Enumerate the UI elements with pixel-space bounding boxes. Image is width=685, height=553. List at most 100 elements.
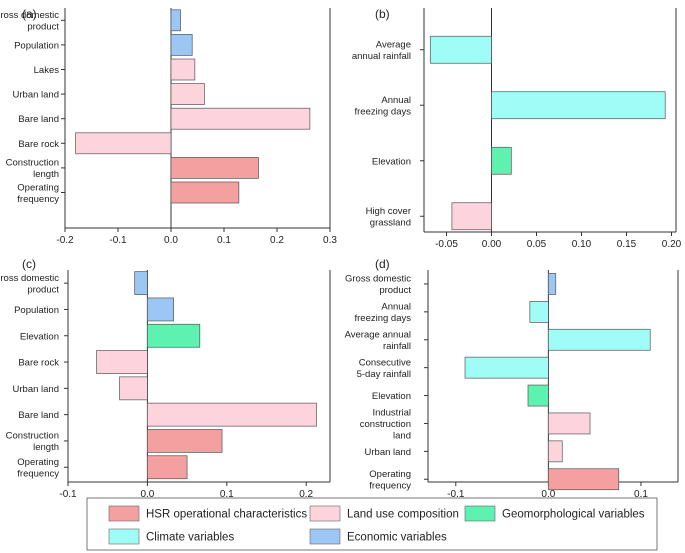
category-label: Average annual rainfall [345, 330, 411, 353]
panel-letter: (d) [375, 257, 390, 271]
x-tick-label: 0.1 [220, 489, 234, 500]
legend-swatch-geo [464, 505, 496, 522]
category-label: Operating frequency [17, 182, 59, 205]
category-label: Elevation [372, 156, 411, 167]
category-label-line: Elevation [372, 391, 411, 402]
category-label-line: Operating [369, 469, 411, 480]
legend: HSR operational characteristics Land use… [86, 497, 658, 551]
bar [527, 384, 549, 407]
legend-label-climate: Climate variables [146, 532, 234, 544]
bar [75, 132, 172, 155]
x-tick-label: 0.2 [270, 235, 284, 246]
category-label-line: Urban land [365, 447, 411, 458]
category-label-line: frequency [17, 469, 59, 480]
bar [147, 402, 317, 427]
panel-3: (d) -0.1 0.0 0.1 Gross domestic product Annual… [345, 257, 679, 500]
category-label-line: Elevation [20, 331, 59, 342]
bar [134, 271, 148, 295]
category-label: Bare land [18, 114, 59, 125]
x-tick-label: -0.2 [56, 235, 74, 246]
category-label: Industrial construction land [360, 407, 411, 441]
bar [451, 202, 492, 231]
category-label: Population [14, 40, 59, 51]
category-label-line: Bare land [18, 114, 59, 125]
category-label-line: Population [14, 305, 59, 316]
bar [170, 157, 259, 179]
category-label-line: freezing days [354, 313, 411, 324]
x-tick-label: 0.0 [541, 489, 555, 500]
bar [548, 328, 651, 351]
category-label-line: Lakes [34, 65, 60, 76]
x-tick-label: 0.3 [323, 235, 337, 246]
bar [548, 440, 563, 463]
category-label-line: Annual [381, 302, 411, 313]
x-tick-label: 0.10 [572, 239, 592, 250]
x-tick-label: 0.00 [482, 239, 502, 250]
category-label: Elevation [372, 391, 411, 402]
category-label-line: Construction [6, 431, 59, 442]
bar [548, 468, 620, 491]
bar [170, 9, 181, 32]
category-label-line: Industrial [372, 407, 411, 418]
category-label: Bare rock [18, 139, 59, 150]
x-tick-label: 0.05 [527, 239, 547, 250]
bar [147, 429, 223, 453]
panels: (a)-0.2-0.10.00.10.20.3Gross domesticpro… [0, 7, 682, 500]
x-tick-label: 0.15 [617, 239, 637, 250]
panel-1: (b) -0.05 0.00 0.05 0.10 0.15 0.20 Average annua… [352, 7, 682, 250]
bar [464, 356, 549, 379]
bar [548, 273, 557, 295]
legend-box [86, 497, 658, 551]
legend-swatch-land [309, 505, 341, 522]
legend-swatch-climate [108, 528, 140, 545]
category-label-line: annual rainfall [352, 51, 411, 62]
category-label: Urban land [13, 384, 59, 395]
x-tick-label: 0.1 [217, 235, 231, 246]
bar [170, 181, 240, 204]
panel-letter: (c) [22, 257, 36, 271]
category-label-line: Average annual [345, 330, 411, 341]
bar [548, 412, 591, 435]
category-label: Bare rock [18, 358, 59, 369]
bar [170, 107, 311, 130]
legend-swatch-econ [309, 528, 341, 545]
category-label-line: Consecutive [359, 357, 411, 368]
category-label-line: Average [376, 40, 411, 51]
category-label: High cover grassland [366, 206, 411, 229]
bar [147, 323, 201, 348]
category-label-line: 5-day rainfall [357, 369, 411, 380]
x-tick-label: 0.1 [634, 489, 648, 500]
bar [147, 297, 174, 322]
legend-label-land: Land use composition [347, 509, 459, 521]
x-tick-label: 0.20 [662, 239, 682, 250]
category-label: Consecutive 5-day rainfall [357, 357, 411, 380]
legend-label-econ: Economic variables [347, 532, 447, 544]
category-label-line: frequency [369, 481, 411, 492]
category-label: Urban land [365, 447, 411, 458]
category-label-line: Urban land [13, 384, 59, 395]
panel-0: (a) -0.2 -0.1 0.0 0.1 0.2 0.3 Gross domesticpro… [0, 7, 337, 246]
bar [170, 58, 196, 81]
x-tick-label: 0.2 [299, 489, 313, 500]
category-label-line: Gross domestic [0, 273, 59, 284]
legend-label-hsr: HSR operational characteristics [146, 509, 307, 521]
category-label-line: freezing days [354, 107, 411, 118]
category-label-line: product [27, 284, 59, 295]
category-label-line: Bare rock [18, 358, 59, 369]
bar [529, 301, 549, 323]
legend-label-geo: Geomorphological variables [502, 509, 645, 521]
category-label-line: frequency [17, 194, 59, 205]
category-label: Elevation [20, 331, 59, 342]
category-label: Lakes [34, 65, 60, 76]
category-label: Construction length [6, 431, 59, 454]
x-tick-label: -0.1 [447, 489, 465, 500]
bar [96, 350, 148, 374]
category-label-line: Bare rock [18, 139, 59, 150]
bar [119, 376, 148, 401]
category-label-line: Gross domestic [345, 274, 411, 285]
category-label: Annual freezing days [354, 302, 411, 325]
category-label: Average annual rainfall [352, 40, 411, 63]
category-label: Construction length [6, 158, 59, 181]
panel-letter: (b) [375, 7, 390, 21]
